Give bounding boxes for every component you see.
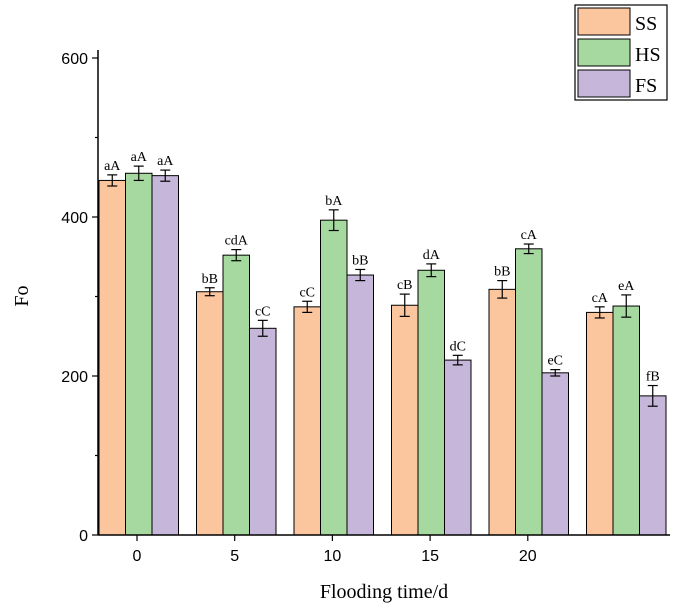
x-ticks-layer: 0 5 10 15 20 <box>133 535 537 565</box>
legend-swatch-fs <box>577 69 631 98</box>
bar-hs <box>515 248 543 536</box>
bar-significance-label: bB <box>352 253 368 268</box>
bar-significance-label: fB <box>646 370 660 385</box>
x-axis-title: Flooding time/d <box>320 581 448 603</box>
bar-significance-label: dC <box>450 339 466 354</box>
bar-hs <box>222 254 250 536</box>
bar-significance-label: eA <box>618 279 635 294</box>
bar-fs <box>249 327 277 536</box>
legend: SS HS FS <box>574 4 668 101</box>
bar-hs <box>125 172 153 536</box>
bar-significance-label: cdA <box>225 234 249 249</box>
bar-ss <box>196 291 224 536</box>
bar-fs <box>444 359 472 536</box>
bars-layer <box>98 172 667 536</box>
bar-ss <box>488 288 516 536</box>
bar-fs <box>346 274 374 536</box>
y-axis-title: Fo <box>11 285 33 306</box>
y-tick-label: 0 <box>79 528 88 545</box>
bar-ss <box>391 304 419 536</box>
bar-fs <box>541 372 569 536</box>
x-tick-label: 10 <box>324 548 342 565</box>
bar-hs <box>612 305 640 536</box>
bar-hs <box>417 269 445 536</box>
legend-label-fs: FS <box>635 75 657 97</box>
y-tick-label: 600 <box>61 51 88 68</box>
x-tick-label: 15 <box>421 548 439 565</box>
bar-labels-layer: aA aA aA bB cdA cC cC bA bB cB dA dC bB cA eC cA eA fB <box>104 150 660 384</box>
bar-significance-label: eC <box>547 354 563 369</box>
y-tick-label: 400 <box>61 210 88 227</box>
bar-significance-label: bB <box>494 265 510 280</box>
bar-ss <box>98 179 126 536</box>
x-tick-label: 5 <box>230 548 239 565</box>
bar-significance-label: dA <box>423 248 441 263</box>
legend-label-ss: SS <box>635 13 657 35</box>
error-bars-layer <box>107 165 658 407</box>
bar-significance-label: aA <box>157 154 174 169</box>
bar-significance-label: bB <box>202 272 218 287</box>
bar-significance-label: aA <box>104 159 121 174</box>
bar-significance-label: cB <box>397 278 413 293</box>
bar-significance-label: aA <box>131 150 148 165</box>
bar-significance-label: cC <box>255 304 271 319</box>
bar-fs <box>639 395 667 536</box>
legend-label-hs: HS <box>635 44 661 66</box>
bar-ss <box>293 306 321 536</box>
bar-significance-label: cA <box>592 291 609 306</box>
legend-swatch-ss <box>577 7 631 36</box>
bar-significance-label: bA <box>325 194 343 209</box>
y-ticks-layer: 0 200 400 600 <box>61 51 98 545</box>
bar-fs <box>151 175 179 536</box>
bar-hs <box>320 219 348 536</box>
bar-ss <box>586 311 614 536</box>
y-tick-label: 200 <box>61 369 88 386</box>
x-tick-label: 20 <box>519 548 537 565</box>
legend-swatch-hs <box>577 38 631 67</box>
x-tick-label: 0 <box>133 548 142 565</box>
bar-significance-label: cC <box>299 285 315 300</box>
bar-significance-label: cA <box>521 228 538 243</box>
